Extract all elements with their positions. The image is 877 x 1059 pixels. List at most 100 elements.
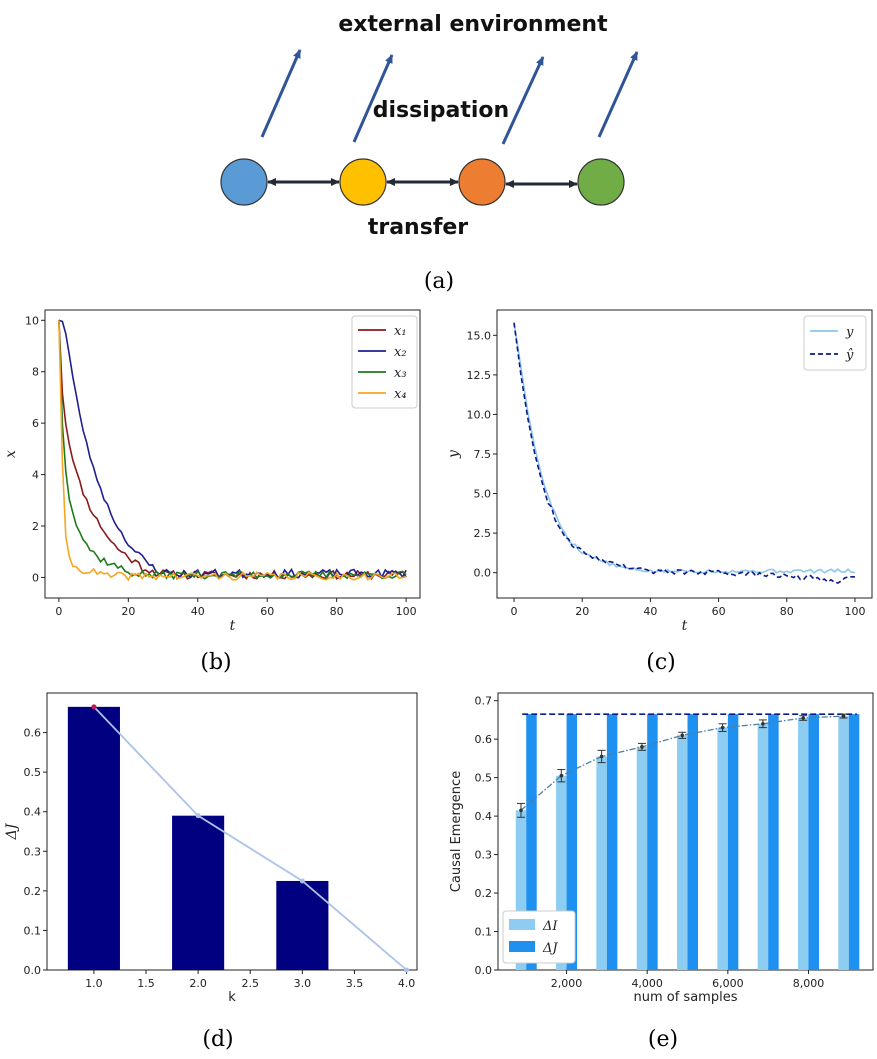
y-axis-label: ΔJ bbox=[4, 822, 20, 840]
x-tick-label: 2.5 bbox=[241, 977, 259, 990]
legend-label: y bbox=[845, 325, 854, 340]
y-tick-label: 0.6 bbox=[475, 733, 493, 746]
mean-point bbox=[801, 716, 806, 720]
x-tick-label: 2,000 bbox=[551, 977, 583, 990]
x-tick-label: 60 bbox=[260, 605, 274, 618]
trend-line bbox=[93, 706, 408, 971]
y-tick-label: 2 bbox=[32, 520, 39, 533]
node-blue bbox=[220, 158, 268, 206]
dissipation-arrow bbox=[352, 54, 394, 143]
mean-point bbox=[599, 754, 604, 759]
legend-label: ŷ bbox=[845, 348, 854, 363]
dissipation-arrow bbox=[597, 51, 639, 138]
dissipation-label: dissipation bbox=[373, 98, 509, 123]
bar-delta-I bbox=[757, 723, 769, 970]
y-tick-label: 0.0 bbox=[474, 567, 492, 580]
legend-label: x₄ bbox=[394, 387, 407, 402]
dissipation-arrow bbox=[501, 56, 545, 145]
y-tick-label: 0.0 bbox=[475, 964, 493, 977]
y-tick-label: 4 bbox=[32, 469, 39, 482]
series-line-y bbox=[513, 322, 856, 574]
y-tick-label: 0.2 bbox=[24, 885, 42, 898]
x-tick-label: 100 bbox=[396, 605, 417, 618]
chart-b: 0 20 40 60 80 100 0 2 4 6 8 10 t x x₁ x₂ x₃ x₄ (b) bbox=[3, 309, 421, 675]
legend-box bbox=[351, 315, 418, 409]
bar bbox=[276, 880, 329, 970]
legend-label: x₁ bbox=[394, 324, 407, 339]
bar bbox=[67, 706, 120, 970]
x-tick-label: 4.0 bbox=[398, 977, 416, 990]
x-tick-label: 6,000 bbox=[712, 977, 744, 990]
y-tick-label: 7.5 bbox=[474, 448, 492, 461]
bar bbox=[172, 815, 225, 970]
panel-label-c: (c) bbox=[646, 650, 676, 675]
mean-point bbox=[761, 721, 765, 726]
panel-label-b: (b) bbox=[200, 650, 231, 675]
x-tick-label: 3.5 bbox=[346, 977, 364, 990]
bar-delta-J bbox=[848, 714, 860, 970]
legend-label: ΔI bbox=[542, 919, 558, 934]
bar-delta-J bbox=[647, 714, 658, 970]
y-tick-label: 5.0 bbox=[474, 488, 492, 501]
y-tick-label: 0.7 bbox=[475, 695, 493, 708]
x-tick-label: 0 bbox=[55, 605, 62, 618]
x-tick-label: 60 bbox=[712, 605, 726, 618]
bar-delta-J bbox=[606, 714, 618, 970]
x-tick-label: 40 bbox=[643, 605, 657, 618]
trend-point bbox=[91, 704, 97, 710]
x-tick-label: 20 bbox=[575, 605, 589, 618]
y-tick-label: 0.6 bbox=[24, 727, 42, 740]
y-tick-label: 0.1 bbox=[24, 924, 42, 937]
mean-point bbox=[720, 725, 725, 730]
y-tick-label: 0.3 bbox=[475, 849, 493, 862]
bar-delta-I bbox=[798, 718, 809, 970]
x-axis-label: num of samples bbox=[634, 990, 738, 1005]
y-tick-label: 0.5 bbox=[24, 766, 42, 779]
x-tick-label: 80 bbox=[330, 605, 344, 618]
trend-point bbox=[195, 813, 201, 819]
bar-delta-I bbox=[515, 810, 527, 970]
series-line-ŷ bbox=[513, 322, 856, 584]
x-axis-label: k bbox=[228, 990, 236, 1005]
x-tick-label: 1.5 bbox=[137, 977, 155, 990]
y-tick-label: 0.4 bbox=[24, 806, 42, 819]
bar-delta-I bbox=[677, 735, 688, 970]
x-tick-label: 2.0 bbox=[189, 977, 207, 990]
y-tick-label: 0.0 bbox=[24, 964, 42, 977]
x-tick-label: 8,000 bbox=[793, 977, 825, 990]
y-tick-label: 2.5 bbox=[474, 527, 492, 540]
chart-c: 0 20 40 60 80 1000.02.55.07.510.012.515.0tyyŷ… bbox=[446, 309, 873, 675]
transfer-label: transfer bbox=[368, 215, 468, 240]
diagram-title: external environment bbox=[338, 12, 608, 37]
legend: yŷ bbox=[803, 315, 867, 371]
dissipation-arrow bbox=[260, 49, 302, 138]
x-tick-label: 40 bbox=[191, 605, 205, 618]
plot-frame bbox=[46, 692, 418, 971]
y-tick-label: 6 bbox=[32, 417, 39, 430]
y-tick-label: 0 bbox=[32, 571, 39, 584]
bar-delta-I bbox=[636, 746, 648, 970]
x-axis-label: t bbox=[682, 618, 688, 634]
x-tick-label: 1.0 bbox=[85, 977, 103, 990]
trend-point bbox=[299, 878, 305, 884]
legend-swatch bbox=[509, 919, 535, 930]
bar-delta-I bbox=[556, 775, 567, 970]
y-tick-label: 10 bbox=[25, 314, 39, 327]
legend-label: x₂ bbox=[394, 345, 407, 360]
x-tick-label: 0 bbox=[511, 605, 518, 618]
y-tick-label: 0.5 bbox=[475, 772, 493, 785]
y-tick-label: 10.0 bbox=[467, 408, 492, 421]
y-axis-label: x bbox=[3, 450, 19, 458]
y-axis-label: y bbox=[446, 449, 462, 459]
mean-point bbox=[640, 745, 644, 749]
x-tick-label: 3.0 bbox=[294, 977, 312, 990]
mean-point bbox=[680, 733, 685, 738]
node-yellow bbox=[339, 158, 387, 206]
bar-delta-I bbox=[717, 727, 728, 970]
node-green bbox=[577, 158, 625, 206]
bar-delta-I bbox=[596, 756, 607, 970]
diagram-a: external environment dissipation transfe… bbox=[220, 12, 639, 294]
y-tick-label: 0.1 bbox=[475, 926, 493, 939]
series-line-2 bbox=[58, 319, 407, 580]
